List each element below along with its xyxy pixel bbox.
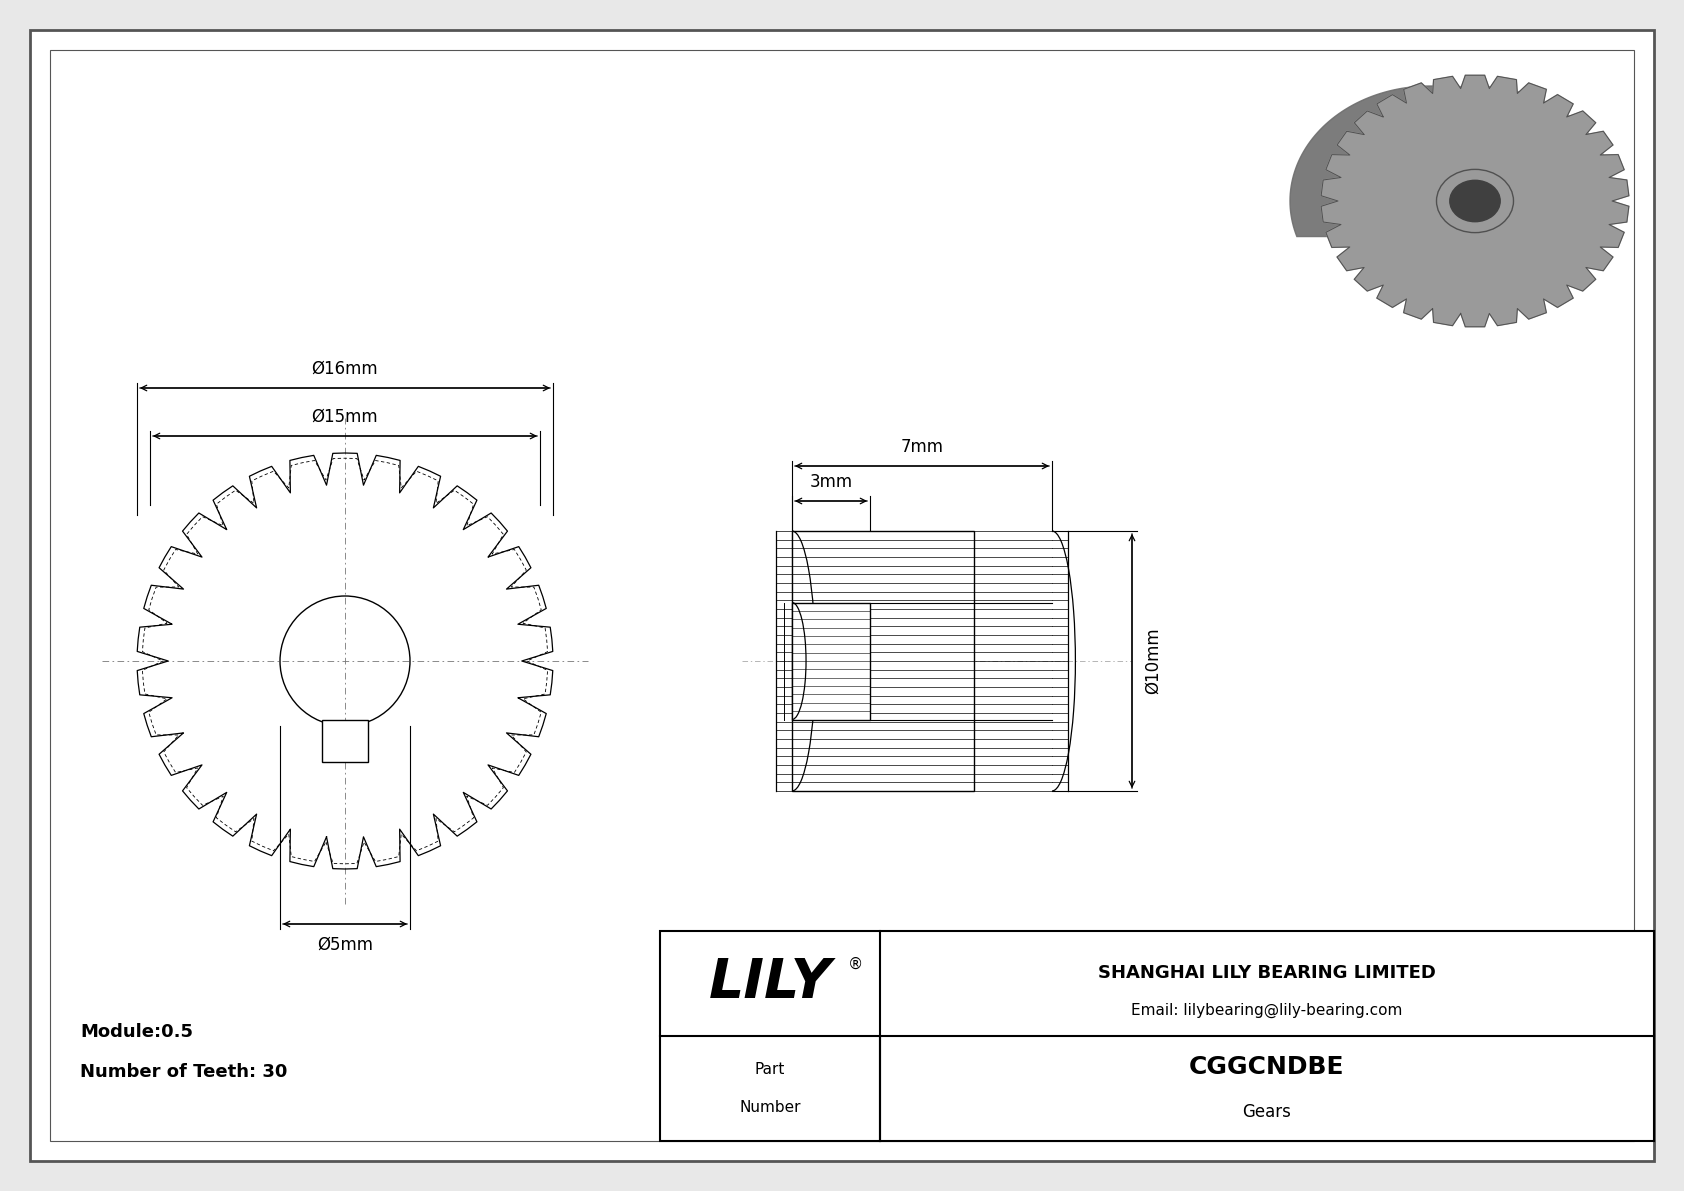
Bar [791,603,871,719]
Text: ®: ® [849,958,864,972]
Polygon shape [1290,86,1608,237]
FancyBboxPatch shape [322,719,367,762]
Text: LILY: LILY [709,956,832,1010]
Text: Gears: Gears [1243,1103,1292,1121]
Text: Number of Teeth: 30: Number of Teeth: 30 [81,1064,288,1081]
Text: CGGCNDBE: CGGCNDBE [1189,1055,1346,1079]
Text: SHANGHAI LILY BEARING LIMITED: SHANGHAI LILY BEARING LIMITED [1098,964,1436,983]
Text: Ø16mm: Ø16mm [312,360,379,378]
Text: Module:0.5: Module:0.5 [81,1023,194,1041]
Polygon shape [1322,75,1628,326]
Bar [791,531,973,791]
Bar [660,931,1654,1141]
Text: Part: Part [754,1062,785,1077]
Text: Ø5mm: Ø5mm [317,936,372,954]
Text: Email: lilybearing@lily-bearing.com: Email: lilybearing@lily-bearing.com [1132,1003,1403,1018]
Ellipse shape [1450,180,1500,222]
Text: Ø10mm: Ø10mm [1143,628,1162,694]
Text: 7mm: 7mm [901,438,943,456]
Text: Ø15mm: Ø15mm [312,409,379,426]
Text: 3mm: 3mm [810,473,852,491]
Text: Number: Number [739,1100,802,1115]
